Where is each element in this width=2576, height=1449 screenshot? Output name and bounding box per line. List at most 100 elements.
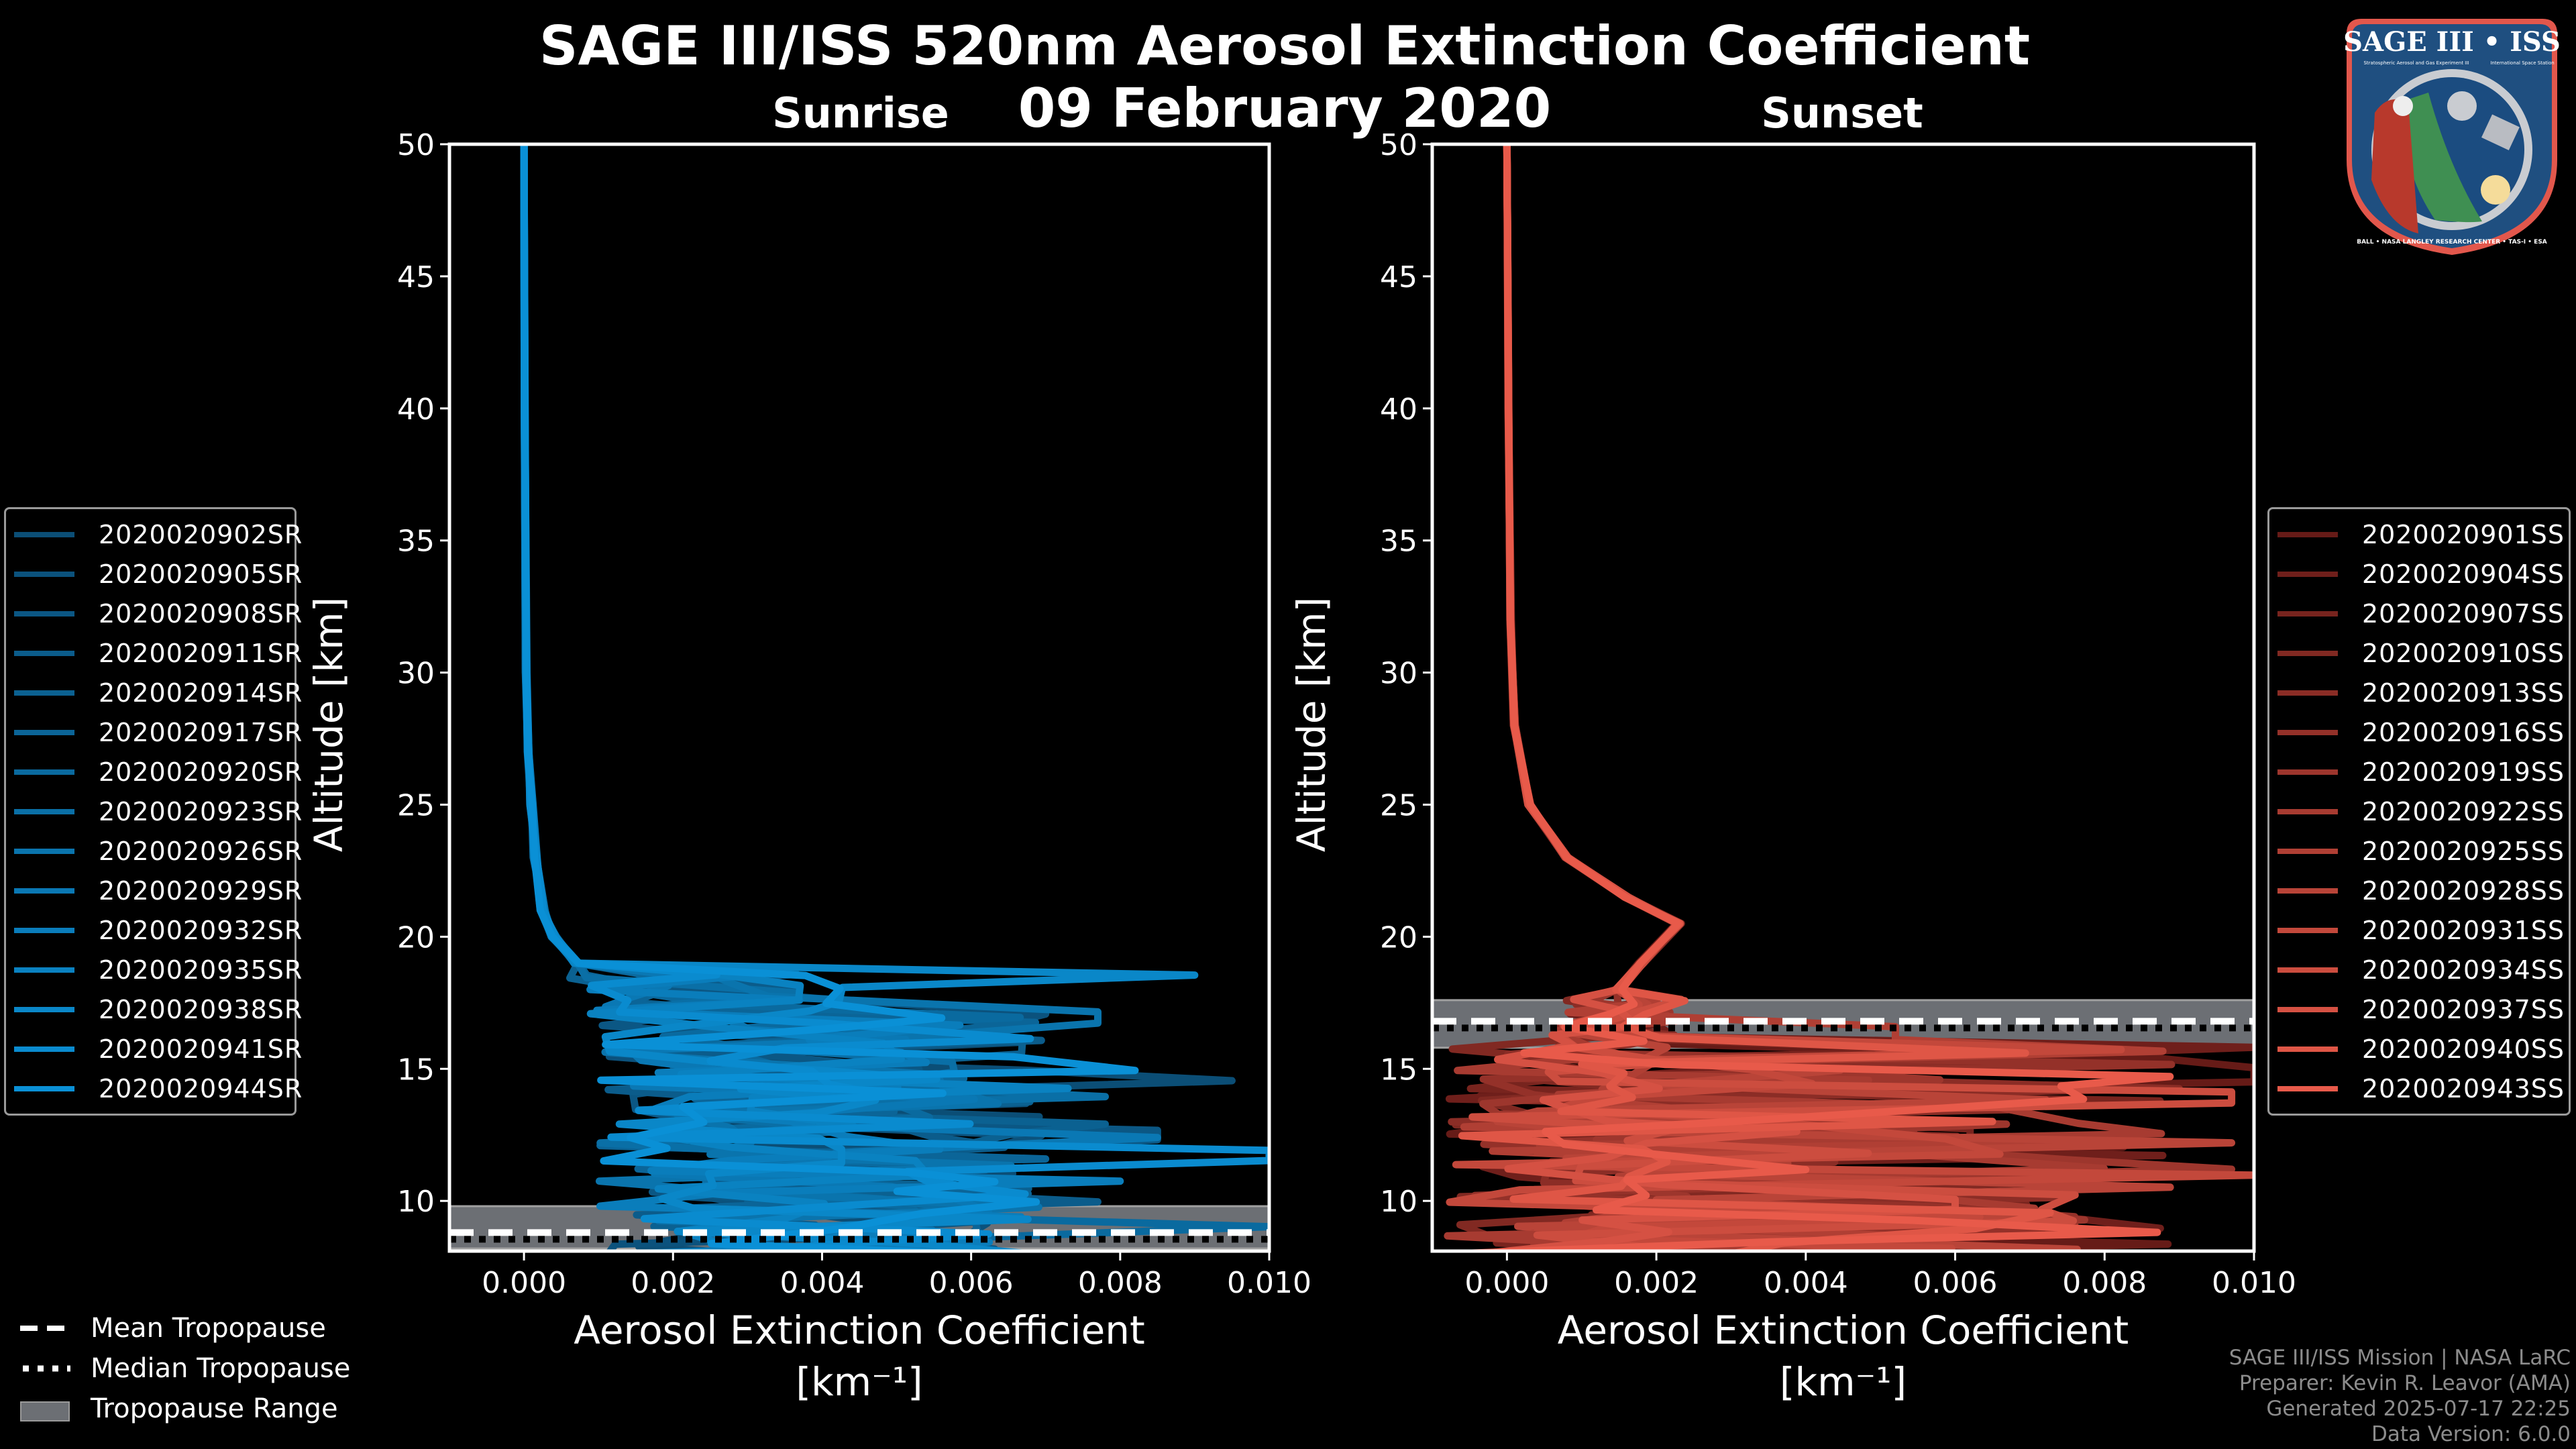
legend-swatch-line-icon <box>2277 848 2338 854</box>
credit-generated: Generated 2025-07-17 22:25 <box>2266 1397 2571 1421</box>
legend-item: 2020020902SR <box>6 515 302 554</box>
legend-item: 2020020923SR <box>6 792 302 831</box>
legend-swatch-line-icon <box>14 848 74 854</box>
legend-label: 2020020926SR <box>99 836 303 866</box>
legend-item: 2020020935SR <box>6 950 302 989</box>
legend-item: 2020020913SS <box>2269 673 2569 712</box>
legend-label: 2020020917SR <box>99 717 303 747</box>
profile-lines <box>520 144 1269 1251</box>
legend-swatch-line-icon <box>14 610 74 616</box>
legend-item: 2020020908SR <box>6 594 302 633</box>
legend-label: 2020020937SS <box>2362 994 2565 1024</box>
legend-item: 2020020925SS <box>2269 831 2569 871</box>
logo-moon <box>2447 91 2477 121</box>
legend-item: 2020020943SS <box>2269 1069 2569 1108</box>
y-tick-label: 20 <box>397 920 435 955</box>
chart-date-title: 09 February 2020 <box>1018 77 1552 140</box>
y-tick-label: 30 <box>1380 657 1417 691</box>
legend-item: 2020020934SS <box>2269 950 2569 989</box>
legend-label: 2020020932SR <box>99 915 303 945</box>
legend-swatch-line-icon <box>2277 650 2338 656</box>
y-tick-label: 10 <box>397 1185 435 1219</box>
legend-swatch-line-icon <box>14 690 74 696</box>
axes-frame <box>447 142 1271 1253</box>
x-tick-label: 0.010 <box>1227 1266 1311 1300</box>
legend-label: 2020020919SS <box>2362 757 2565 787</box>
legend-swatch-line-icon <box>14 967 74 973</box>
legend-swatch-line-icon <box>14 927 74 933</box>
legend-swatch-line-icon <box>14 571 74 577</box>
logo-iss <box>2481 114 2520 150</box>
legend-label: 2020020940SS <box>2362 1034 2565 1064</box>
y-tick-label: 25 <box>397 788 435 822</box>
x-tick-label: 0.002 <box>1614 1266 1699 1300</box>
legend-swatch-line-icon <box>14 650 74 656</box>
legend-item: 2020020905SR <box>6 554 302 594</box>
legend-label: 2020020908SR <box>99 598 303 629</box>
gray-band-icon <box>20 1401 70 1421</box>
logo-subtitle-left: Stratospheric Aerosol and Gas Experiment… <box>2363 60 2469 66</box>
logo-wizard-head <box>2393 96 2413 116</box>
x-axis-units: [km⁻¹] <box>1780 1359 1907 1405</box>
credits-block: SAGE III/ISS Mission | NASA LaRC Prepare… <box>2229 1345 2571 1447</box>
y-tick-label: 35 <box>1380 525 1417 559</box>
x-tick-label: 0.008 <box>1078 1266 1163 1300</box>
x-tick-label: 0.004 <box>780 1266 864 1300</box>
legend-item: 2020020941SR <box>6 1029 302 1069</box>
legend-swatch-line-icon <box>2277 769 2338 775</box>
legend-item: 2020020940SS <box>2269 1029 2569 1069</box>
profile-line-2020020944SR <box>520 144 1139 1251</box>
dotted-line-icon <box>20 1360 70 1377</box>
y-tick-label: 25 <box>1380 788 1417 822</box>
profile-lines <box>1444 144 2254 1251</box>
y-tick-label: 10 <box>1380 1185 1417 1219</box>
legend-item: 2020020920SR <box>6 752 302 792</box>
legend-swatch-line-icon <box>14 729 74 735</box>
legend-label: 2020020923SR <box>99 796 303 826</box>
y-tick-label: 45 <box>1380 260 1417 294</box>
axes-frame <box>1430 142 2256 1253</box>
sunset-legend: 2020020901SS 2020020904SS 2020020907SS 2020… <box>2267 507 2571 1116</box>
logo-title: SAGE III • ISS <box>2343 26 2561 58</box>
sunrise-panel-title: Sunrise <box>772 89 949 138</box>
x-axis-units: [km⁻¹] <box>796 1359 922 1405</box>
legend-swatch-line-icon <box>2277 888 2338 894</box>
x-tick-label: 0.010 <box>2212 1266 2296 1300</box>
legend-label: 2020020913SS <box>2362 678 2565 708</box>
legend-label: 2020020934SS <box>2362 955 2565 985</box>
legend-label: Median Tropopause <box>91 1353 351 1384</box>
legend-item: 2020020922SS <box>2269 792 2569 831</box>
legend-swatch-line-icon <box>2277 808 2338 814</box>
legend-label: 2020020935SR <box>99 955 303 985</box>
y-tick-label: 45 <box>397 260 435 294</box>
legend-item: 2020020944SR <box>6 1069 302 1108</box>
legend-item: 2020020907SS <box>2269 594 2569 633</box>
legend-item: 2020020917SR <box>6 712 302 752</box>
profile-line-2020020943SS <box>1451 144 2174 1251</box>
x-tick-label: 0.004 <box>1764 1266 1848 1300</box>
legend-swatch-line-icon <box>2277 690 2338 696</box>
legend-item: 2020020929SR <box>6 871 302 910</box>
legend-item: 2020020938SR <box>6 989 302 1029</box>
logo-sun <box>2481 175 2510 205</box>
legend-label: 2020020902SR <box>99 519 303 549</box>
legend-label: 2020020929SR <box>99 875 303 906</box>
legend-item-tropopause-range: Tropopause Range <box>20 1389 350 1429</box>
legend-item: 2020020937SS <box>2269 989 2569 1029</box>
y-tick-label: 40 <box>1380 392 1417 427</box>
legend-label: 2020020944SR <box>99 1073 303 1104</box>
x-tick-label: 0.006 <box>929 1266 1014 1300</box>
y-axis-label: Altitude [km] <box>1289 597 1334 852</box>
legend-label: 2020020905SR <box>99 559 303 589</box>
legend-item: 2020020914SR <box>6 673 302 712</box>
legend-label: 2020020907SS <box>2362 598 2565 629</box>
legend-label: 2020020941SR <box>99 1034 303 1064</box>
logo-earth <box>2405 93 2482 223</box>
credit-data-version: Data Version: 6.0.0 <box>2371 1422 2571 1446</box>
y-tick-label: 35 <box>397 525 435 559</box>
legend-item: 2020020931SS <box>2269 910 2569 950</box>
legend-swatch-line-icon <box>2277 610 2338 616</box>
legend-item: 2020020901SS <box>2269 515 2569 554</box>
legend-swatch-line-icon <box>2277 1006 2338 1012</box>
x-tick-label: 0.000 <box>482 1266 566 1300</box>
